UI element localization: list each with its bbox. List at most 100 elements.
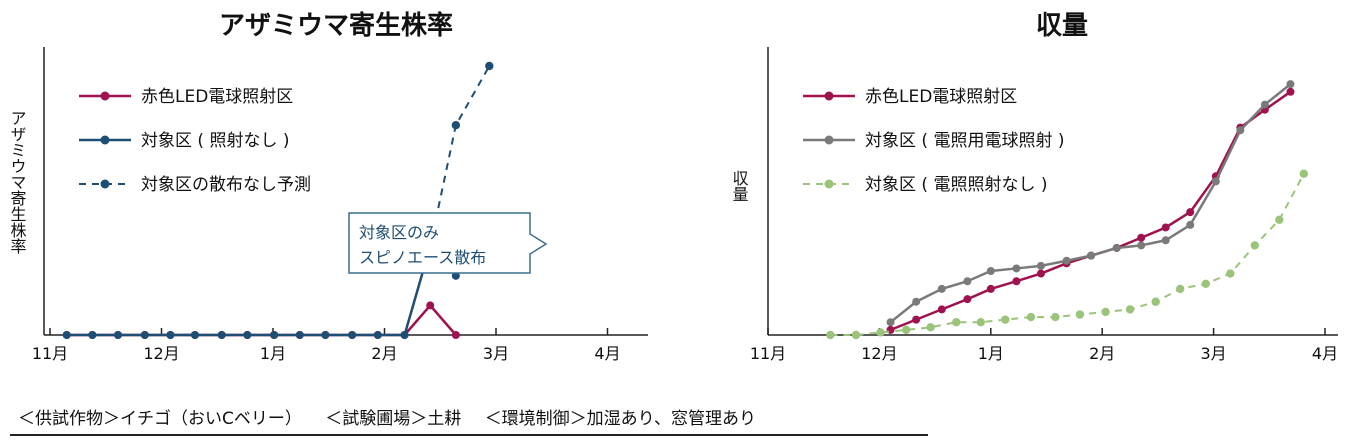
right-series-0-point (1161, 223, 1170, 232)
left-annotation: 対象区のみ スピノエース散布 (348, 212, 548, 274)
left-legend-label-1: 対象区 ( 照射なし ) (141, 131, 289, 151)
right-series-1-point (1112, 243, 1121, 252)
left-x-tick-label: 3月 (483, 344, 509, 363)
footer-environment: ＜環境制御＞加湿あり、窓管理あり (484, 409, 757, 429)
right-series-0-point (912, 315, 921, 324)
right-series-line-0 (890, 90, 1292, 332)
right-x-tick-label: 1月 (978, 344, 1004, 363)
right-series-2-point (1075, 310, 1085, 319)
left-series-1-point (217, 331, 226, 339)
charts-figure: アザミウマ寄生株率 アザミウマ寄生株率 11月 12月 1月 2月 3月 4月 赤色LED… (8, 10, 1339, 363)
footer-conditions: ＜供試作物＞イチゴ（おいCベリー） ＜試験圃場＞土耕 ＜環境制御＞加湿あり、窓管… (18, 404, 774, 429)
right-series-2-point (1175, 284, 1185, 294)
left-series-1-point (321, 331, 330, 339)
right-series-1-point (1036, 261, 1045, 270)
left-chart-title: アザミウマ寄生株率 (219, 10, 453, 41)
right-series-2-point (826, 330, 835, 340)
left-series-0-point (426, 301, 435, 310)
left-chart-ylabel: アザミウマ寄生株率 (8, 110, 27, 254)
left-series-1-point (190, 331, 199, 339)
left-x-tick-label: 12月 (143, 344, 179, 363)
right-chart-title: 収量 (1036, 11, 1088, 41)
right-series-2-point (1101, 307, 1110, 317)
left-series-1-point (62, 331, 71, 339)
right-series-2-point (1001, 315, 1010, 324)
left-series-0-point (451, 331, 460, 339)
right-series-2-point (976, 318, 985, 327)
right-series-2-point (1151, 297, 1160, 306)
left-series-1-point (140, 331, 149, 339)
annotation-callout-box (348, 212, 548, 274)
annotation-line-1: 対象区のみ (359, 223, 439, 242)
right-series-0-point (1012, 277, 1021, 286)
right-series-2-point (851, 330, 861, 340)
right-series-1-point (963, 277, 972, 286)
right-series-2-point (1026, 312, 1036, 322)
left-series-line-1 (66, 243, 457, 337)
right-series-1-point (1211, 177, 1220, 186)
right-series-1-point (886, 318, 895, 327)
right-x-tick-label: 11月 (750, 344, 786, 363)
right-x-tick-label: 4月 (1312, 344, 1338, 363)
right-legend-label-2: 対象区 ( 電照照射なし ) (865, 175, 1047, 195)
left-legend-marker-2 (100, 179, 110, 189)
right-series-1-point (1012, 264, 1021, 273)
left-series-1-point (295, 331, 304, 339)
left-series-1-point (270, 331, 279, 339)
right-series-2-point (1125, 305, 1135, 314)
right-series-1-point (986, 267, 995, 275)
footer-field: ＜試験圃場＞土耕 (325, 409, 462, 429)
annotation-line-2: スピノエース散布 (359, 248, 486, 267)
right-series-0-point (963, 295, 972, 304)
right-series-2-point (1299, 169, 1309, 178)
left-series-1-point (348, 331, 357, 339)
footer-underline (10, 434, 928, 436)
left-series-1-point (166, 331, 175, 339)
left-chart: アザミウマ寄生株率 アザミウマ寄生株率 11月 12月 1月 2月 3月 4月 赤色LED… (8, 10, 648, 363)
right-x-tick-label: 3月 (1201, 344, 1227, 363)
right-series-1-point (1286, 80, 1295, 89)
left-series-2-point (485, 61, 494, 71)
right-legend-marker-1 (824, 135, 834, 145)
right-series-line-2 (830, 173, 1305, 336)
left-series-1-point (451, 271, 460, 280)
right-series-1-point (1161, 236, 1170, 245)
right-series-2-point (1250, 241, 1260, 250)
right-legend-label-1: 対象区 ( 電照用電球照射 ) (865, 131, 1064, 151)
right-series-2-point (952, 318, 961, 327)
right-legend-marker-0 (824, 91, 834, 101)
right-legend-label-0: 赤色LED電球照射区 (865, 87, 1017, 107)
right-series-2-point (1201, 279, 1211, 288)
right-series-2-point (1226, 269, 1235, 278)
right-series-1-point (1087, 251, 1096, 260)
right-series-0-point (1036, 269, 1045, 278)
right-series-0-point (986, 284, 995, 293)
right-series-0-point (1186, 208, 1195, 217)
right-series-1-point (937, 284, 946, 293)
right-series-1-point (1137, 241, 1146, 250)
left-legend-label-2: 対象区の散布なし予測 (141, 175, 311, 195)
right-series-1-point (912, 297, 921, 306)
right-series-1-point (1186, 220, 1195, 229)
right-series-0-point (937, 305, 946, 314)
footer-crop: ＜供試作物＞イチゴ（おいCベリー） (18, 409, 302, 429)
left-series-1-point (243, 331, 252, 339)
left-series-line-0 (66, 303, 457, 337)
right-series-2-point (1275, 215, 1284, 224)
right-series-0-point (1286, 87, 1295, 96)
right-series-2-point (876, 328, 885, 337)
left-series-1-point (373, 331, 382, 339)
right-series-1-point (1236, 126, 1245, 135)
right-x-tick-label: 2月 (1089, 344, 1115, 363)
right-series-1-point (1260, 100, 1269, 109)
right-series-line-1 (889, 83, 1292, 324)
left-x-tick-label: 11月 (32, 344, 68, 363)
right-x-tick-label: 12月 (861, 344, 897, 363)
right-series-2-point (901, 325, 911, 335)
left-series-1-point (400, 331, 409, 339)
right-legend-marker-2 (824, 179, 834, 189)
right-series-2-point (1051, 312, 1060, 322)
right-series-0-point (1137, 233, 1146, 242)
right-series-1-point (1062, 256, 1071, 265)
